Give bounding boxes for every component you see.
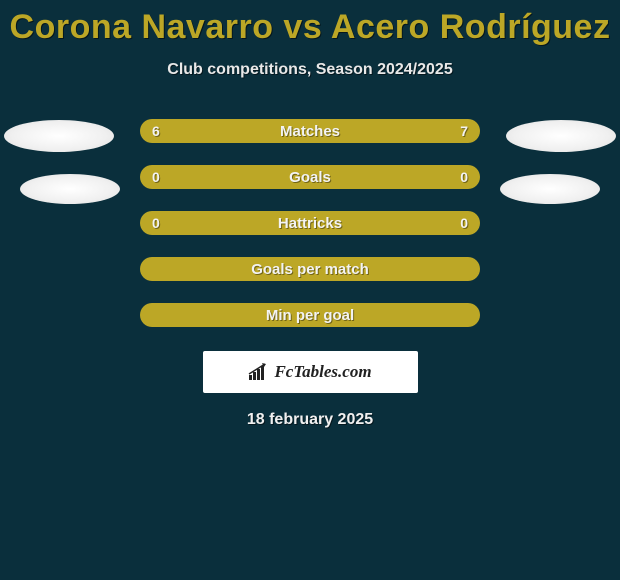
stat-value-left: 0: [152, 215, 160, 231]
player-left-ellipse-1: [4, 120, 114, 152]
branding-badge: FcTables.com: [203, 351, 418, 393]
stat-value-right: 7: [460, 123, 468, 139]
stat-value-left: 6: [152, 123, 160, 139]
stat-row: Min per goal: [140, 303, 480, 327]
page-subtitle: Club competitions, Season 2024/2025: [0, 61, 620, 79]
stats-container: 6 7 Matches 0 0 Goals 0 0 Hattricks Goals per mat…: [0, 119, 620, 327]
page-title: Corona Navarro vs Acero Rodríguez: [0, 0, 620, 47]
stat-label: Min per goal: [266, 307, 354, 324]
stat-value-right: 0: [460, 169, 468, 185]
stat-row: 6 7 Matches: [140, 119, 480, 143]
player-right-ellipse-2: [500, 174, 600, 204]
stat-row: 0 0 Goals: [140, 165, 480, 189]
stat-value-left: 0: [152, 169, 160, 185]
stat-label: Goals per match: [251, 261, 369, 278]
stat-label: Hattricks: [278, 215, 342, 232]
stat-label: Matches: [280, 123, 340, 140]
stat-label: Goals: [289, 169, 331, 186]
branding-text: FcTables.com: [274, 362, 371, 382]
player-right-ellipse-1: [506, 120, 616, 152]
bar-chart-icon: [248, 363, 270, 381]
footer-date: 18 february 2025: [0, 411, 620, 429]
stat-row: 0 0 Hattricks: [140, 211, 480, 235]
stat-value-right: 0: [460, 215, 468, 231]
stat-row: Goals per match: [140, 257, 480, 281]
player-left-ellipse-2: [20, 174, 120, 204]
